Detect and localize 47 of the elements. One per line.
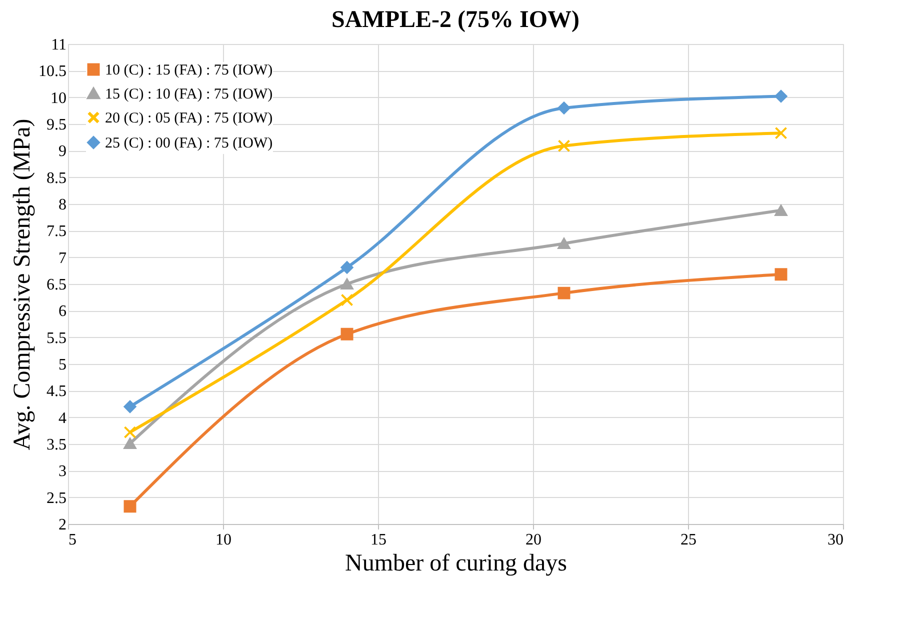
y-tick-label: 6 — [58, 303, 66, 320]
point — [340, 278, 354, 290]
point — [558, 140, 570, 152]
y-tick-label: 3 — [58, 463, 66, 480]
y-tick-label: 10 — [50, 90, 66, 107]
y-tick-label: 6.5 — [46, 276, 66, 294]
x-tick-label: 15 — [370, 532, 386, 548]
legend-label: 15 (C) : 10 (FA) : 75 (IOW) — [105, 86, 273, 102]
y-tick-label: 5 — [58, 356, 66, 374]
chart-title: SAMPLE-2 (75% IOW) — [332, 7, 580, 33]
point — [124, 426, 136, 439]
x-tick-label: 20 — [526, 532, 542, 548]
legend-label: 10 (C) : 15 (FA) : 75 (IOW) — [105, 62, 273, 78]
point — [340, 328, 354, 340]
y-tick-label: 8.5 — [46, 170, 66, 187]
y-tick-label: 11 — [51, 36, 66, 54]
point — [558, 286, 570, 300]
y-tick-label: 8 — [58, 196, 66, 214]
y-tick-label: 3.5 — [46, 436, 66, 454]
x-axis-title: Number of curing days — [345, 550, 567, 576]
point — [340, 294, 354, 306]
y-tick-label: 9.5 — [46, 116, 66, 134]
y-tick-label: 4 — [58, 410, 66, 427]
x-tick-label: 25 — [680, 532, 696, 548]
legend-label: 25 (C) : 00 (FA) : 75 (IOW) — [105, 136, 273, 152]
point — [124, 500, 136, 513]
point — [558, 238, 570, 250]
y-tick-label: 2 — [58, 516, 66, 534]
legend-label: 20 (C) : 05 (FA) : 75 (IOW) — [105, 110, 273, 126]
y-tick-label: 10.5 — [38, 63, 66, 80]
point — [340, 261, 354, 274]
x-tick-label: 30 — [828, 532, 844, 548]
point — [124, 438, 136, 450]
x-tick-label: 10 — [216, 532, 232, 548]
y-axis-title: Avg. Compressive Strength (MPa) — [10, 118, 36, 450]
point — [774, 268, 788, 281]
point — [774, 126, 788, 140]
y-tick-label: 7.5 — [46, 223, 66, 240]
point — [774, 204, 788, 216]
point — [774, 90, 788, 103]
y-tick-label: 7 — [58, 250, 66, 267]
point — [124, 400, 136, 413]
y-tick-label: 2.5 — [46, 490, 66, 507]
y-tick-label: 5.5 — [46, 330, 66, 347]
y-tick-label: 4.5 — [46, 383, 66, 400]
y-tick-label: 9 — [58, 143, 66, 160]
point — [558, 102, 570, 114]
